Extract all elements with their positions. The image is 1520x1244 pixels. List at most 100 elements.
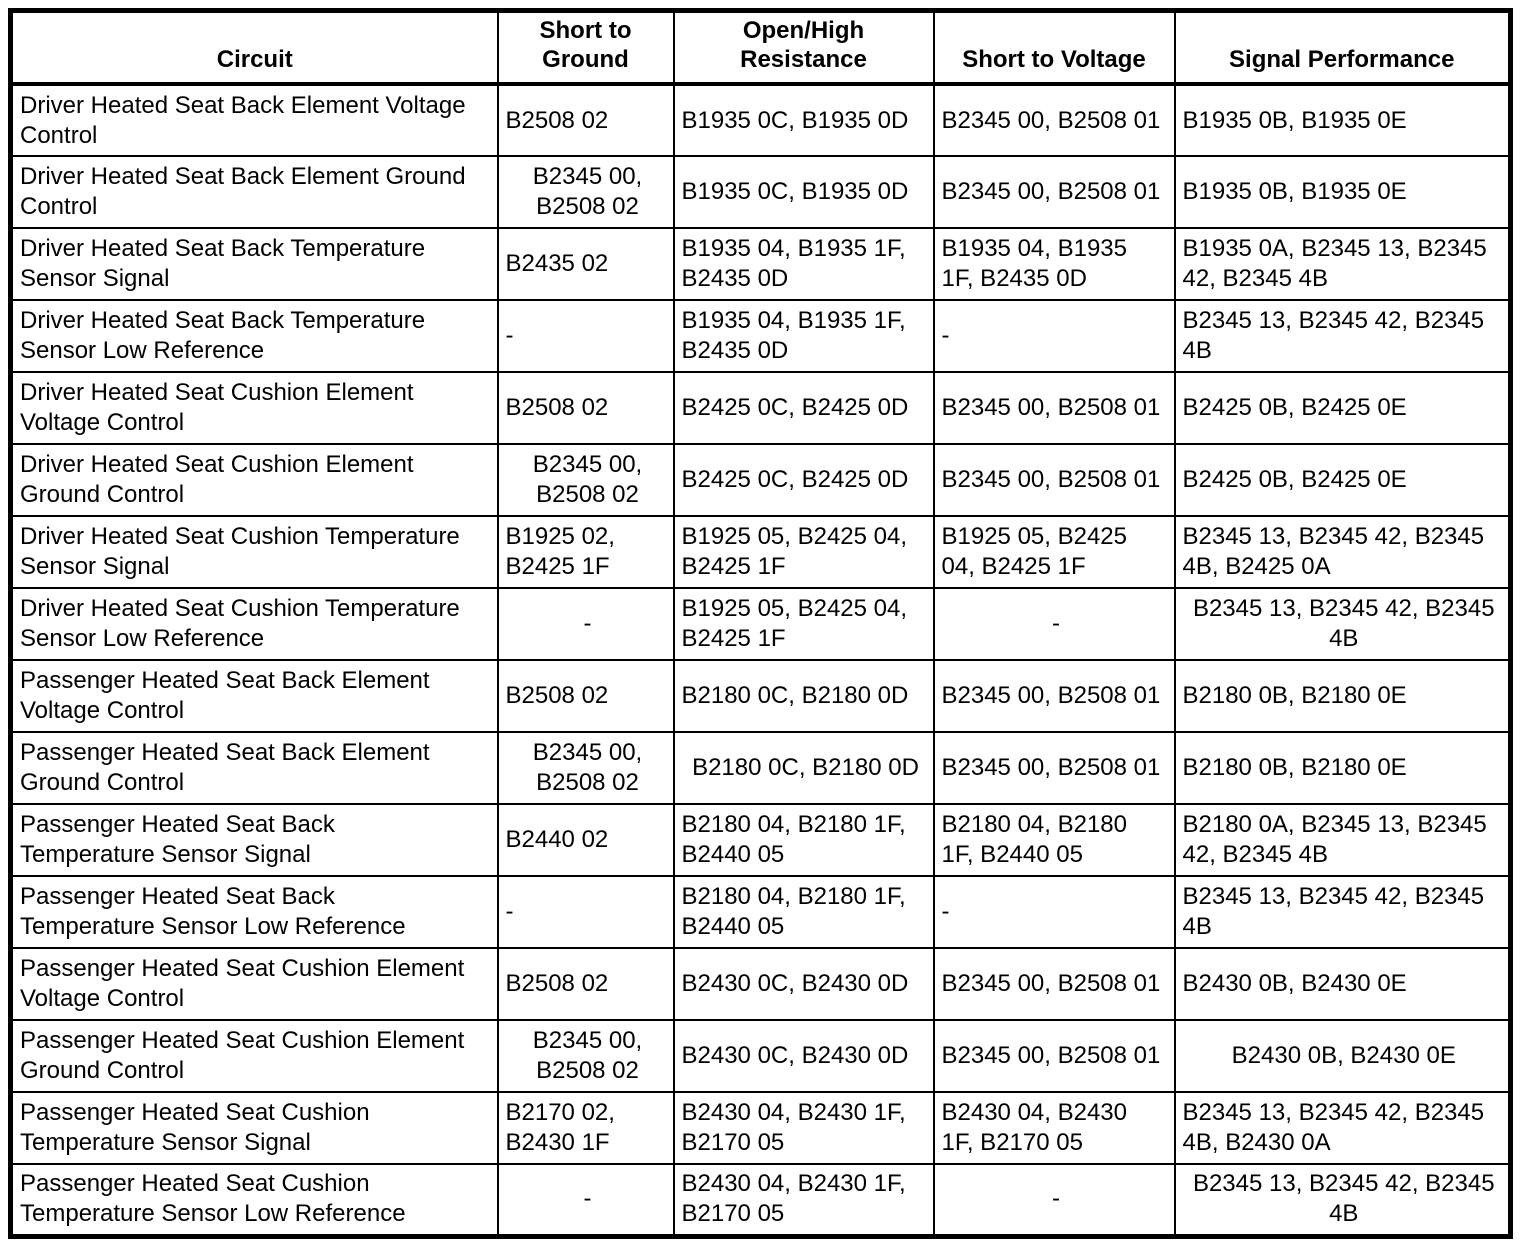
cell-short-to-voltage: B1925 05, B2425 04, B2425 1F <box>932 515 1176 589</box>
cell-circuit: Driver Heated Seat Back Element Ground C… <box>9 155 499 229</box>
cell-short-to-ground: - <box>496 875 675 949</box>
cell-short-to-voltage: B2345 00, B2508 01 <box>932 1019 1176 1093</box>
table-row: Passenger Heated Seat Cushion Element Gr… <box>9 1019 1512 1093</box>
cell-signal-performance: B2180 0B, B2180 0E <box>1173 731 1512 805</box>
column-header-circuit: Circuit <box>9 9 499 86</box>
cell-short-to-ground: B2508 02 <box>496 947 675 1021</box>
cell-short-to-voltage: - <box>932 299 1176 373</box>
cell-signal-performance: B1935 0B, B1935 0E <box>1173 83 1512 157</box>
table-row: Passenger Heated Seat Back Temperature S… <box>9 875 1512 949</box>
cell-short-to-ground: B2508 02 <box>496 659 675 733</box>
table-row: Driver Heated Seat Back Element Voltage … <box>9 83 1512 157</box>
cell-open-high-resistance: B1935 0C, B1935 0D <box>672 83 935 157</box>
cell-short-to-ground: B1925 02, B2425 1F <box>496 515 675 589</box>
cell-open-high-resistance: B1935 0C, B1935 0D <box>672 155 935 229</box>
cell-signal-performance: B2425 0B, B2425 0E <box>1173 371 1512 445</box>
column-header-open-high-resistance: Open/High Resistance <box>672 9 935 86</box>
cell-circuit: Passenger Heated Seat Back Element Volta… <box>9 659 499 733</box>
cell-short-to-ground: B2435 02 <box>496 227 675 301</box>
cell-short-to-ground: B2345 00, B2508 02 <box>496 1019 675 1093</box>
column-header-short-to-voltage: Short to Voltage <box>932 9 1176 86</box>
cell-open-high-resistance: B1925 05, B2425 04, B2425 1F <box>672 515 935 589</box>
cell-short-to-ground: B2440 02 <box>496 803 675 877</box>
cell-circuit: Passenger Heated Seat Cushion Temperatur… <box>9 1091 499 1165</box>
table-row: Passenger Heated Seat Back Element Volta… <box>9 659 1512 733</box>
cell-short-to-voltage: B2345 00, B2508 01 <box>932 731 1176 805</box>
cell-short-to-voltage: B2180 04, B2180 1F, B2440 05 <box>932 803 1176 877</box>
table-row: Driver Heated Seat Cushion Temperature S… <box>9 587 1512 661</box>
cell-short-to-voltage: B2345 00, B2508 01 <box>932 155 1176 229</box>
cell-open-high-resistance: B2180 04, B2180 1F, B2440 05 <box>672 803 935 877</box>
cell-circuit: Driver Heated Seat Cushion Temperature S… <box>9 587 499 661</box>
cell-circuit: Passenger Heated Seat Cushion Element Vo… <box>9 947 499 1021</box>
cell-short-to-ground: - <box>496 587 675 661</box>
cell-circuit: Driver Heated Seat Back Temperature Sens… <box>9 299 499 373</box>
header-row: Circuit Short to Ground Open/High Resistan… <box>9 9 1512 86</box>
cell-short-to-ground: B2170 02, B2430 1F <box>496 1091 675 1165</box>
cell-circuit: Driver Heated Seat Cushion Element Groun… <box>9 443 499 517</box>
cell-short-to-voltage: B2345 00, B2508 01 <box>932 371 1176 445</box>
cell-short-to-ground: B2345 00, B2508 02 <box>496 443 675 517</box>
dtc-reference-table: Circuit Short to Ground Open/High Resistan… <box>8 8 1513 1239</box>
cell-circuit: Passenger Heated Seat Cushion Temperatur… <box>9 1163 499 1237</box>
cell-open-high-resistance: B2430 0C, B2430 0D <box>672 1019 935 1093</box>
table-row: Driver Heated Seat Back Temperature Sens… <box>9 299 1512 373</box>
table-row: Driver Heated Seat Back Element Ground C… <box>9 155 1512 229</box>
cell-open-high-resistance: B2425 0C, B2425 0D <box>672 443 935 517</box>
cell-open-high-resistance: B2430 04, B2430 1F, B2170 05 <box>672 1163 935 1237</box>
cell-signal-performance: B2345 13, B2345 42, B2345 4B, B2425 0A <box>1173 515 1512 589</box>
cell-signal-performance: B2425 0B, B2425 0E <box>1173 443 1512 517</box>
cell-short-to-ground: B2508 02 <box>496 83 675 157</box>
cell-short-to-voltage: B2430 04, B2430 1F, B2170 05 <box>932 1091 1176 1165</box>
cell-open-high-resistance: B2180 0C, B2180 0D <box>672 659 935 733</box>
column-header-short-to-ground: Short to Ground <box>496 9 675 86</box>
table-row: Driver Heated Seat Cushion Element Groun… <box>9 443 1512 517</box>
cell-circuit: Passenger Heated Seat Back Temperature S… <box>9 803 499 877</box>
cell-short-to-voltage: B1935 04, B1935 1F, B2435 0D <box>932 227 1176 301</box>
cell-open-high-resistance: B1935 04, B1935 1F, B2435 0D <box>672 299 935 373</box>
cell-short-to-voltage: B2345 00, B2508 01 <box>932 659 1176 733</box>
cell-open-high-resistance: B1925 05, B2425 04, B2425 1F <box>672 587 935 661</box>
cell-circuit: Driver Heated Seat Cushion Temperature S… <box>9 515 499 589</box>
table-row: Driver Heated Seat Back Temperature Sens… <box>9 227 1512 301</box>
cell-short-to-ground: - <box>496 1163 675 1237</box>
cell-signal-performance: B1935 0B, B1935 0E <box>1173 155 1512 229</box>
cell-open-high-resistance: B2425 0C, B2425 0D <box>672 371 935 445</box>
table-row: Passenger Heated Seat Cushion Element Vo… <box>9 947 1512 1021</box>
cell-open-high-resistance: B2430 04, B2430 1F, B2170 05 <box>672 1091 935 1165</box>
cell-short-to-voltage: - <box>932 1163 1176 1237</box>
cell-short-to-voltage: B2345 00, B2508 01 <box>932 443 1176 517</box>
table-row: Passenger Heated Seat Cushion Temperatur… <box>9 1163 1512 1237</box>
cell-open-high-resistance: B2180 0C, B2180 0D <box>672 731 935 805</box>
cell-signal-performance: B2345 13, B2345 42, B2345 4B <box>1173 1163 1512 1237</box>
cell-short-to-ground: - <box>496 299 675 373</box>
cell-circuit: Passenger Heated Seat Back Temperature S… <box>9 875 499 949</box>
cell-circuit: Passenger Heated Seat Cushion Element Gr… <box>9 1019 499 1093</box>
table-row: Passenger Heated Seat Back Element Groun… <box>9 731 1512 805</box>
cell-signal-performance: B2430 0B, B2430 0E <box>1173 1019 1512 1093</box>
table-row: Driver Heated Seat Cushion Temperature S… <box>9 515 1512 589</box>
cell-open-high-resistance: B1935 04, B1935 1F, B2435 0D <box>672 227 935 301</box>
cell-open-high-resistance: B2180 04, B2180 1F, B2440 05 <box>672 875 935 949</box>
cell-short-to-ground: B2345 00, B2508 02 <box>496 731 675 805</box>
cell-signal-performance: B2345 13, B2345 42, B2345 4B <box>1173 587 1512 661</box>
cell-circuit: Driver Heated Seat Cushion Element Volta… <box>9 371 499 445</box>
table-row: Passenger Heated Seat Cushion Temperatur… <box>9 1091 1512 1165</box>
cell-signal-performance: B2345 13, B2345 42, B2345 4B <box>1173 299 1512 373</box>
cell-signal-performance: B2180 0A, B2345 13, B2345 42, B2345 4B <box>1173 803 1512 877</box>
cell-short-to-voltage: - <box>932 875 1176 949</box>
cell-short-to-ground: B2345 00, B2508 02 <box>496 155 675 229</box>
column-header-signal-performance: Signal Performance <box>1173 9 1512 86</box>
cell-signal-performance: B2430 0B, B2430 0E <box>1173 947 1512 1021</box>
cell-signal-performance: B2345 13, B2345 42, B2345 4B, B2430 0A <box>1173 1091 1512 1165</box>
cell-circuit: Passenger Heated Seat Back Element Groun… <box>9 731 499 805</box>
table-row: Driver Heated Seat Cushion Element Volta… <box>9 371 1512 445</box>
cell-signal-performance: B2180 0B, B2180 0E <box>1173 659 1512 733</box>
cell-short-to-voltage: B2345 00, B2508 01 <box>932 83 1176 157</box>
cell-short-to-voltage: B2345 00, B2508 01 <box>932 947 1176 1021</box>
cell-circuit: Driver Heated Seat Back Element Voltage … <box>9 83 499 157</box>
cell-signal-performance: B2345 13, B2345 42, B2345 4B <box>1173 875 1512 949</box>
cell-open-high-resistance: B2430 0C, B2430 0D <box>672 947 935 1021</box>
cell-short-to-voltage: - <box>932 587 1176 661</box>
